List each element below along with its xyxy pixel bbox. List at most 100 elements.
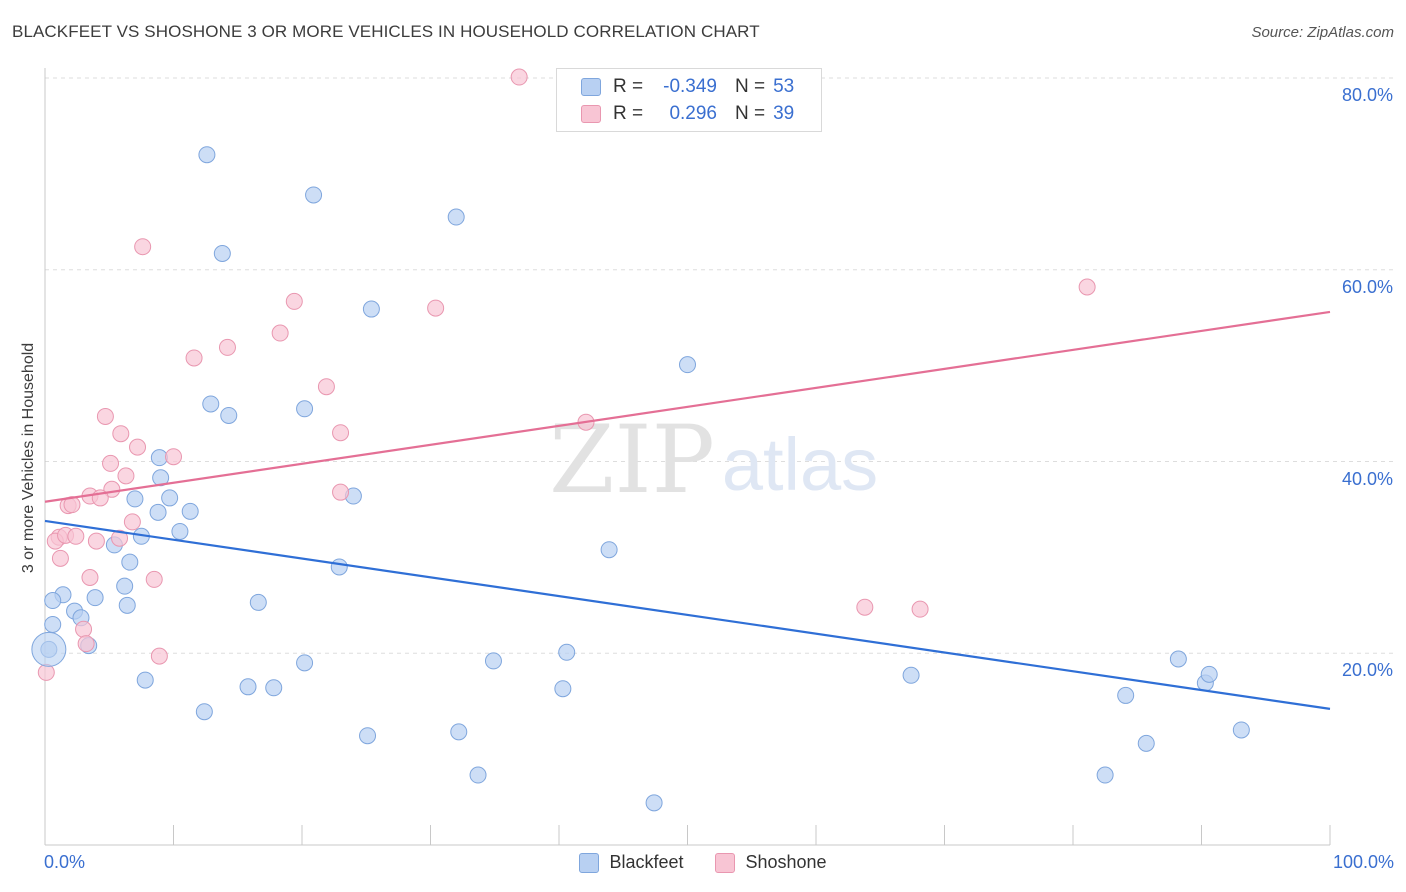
- blackfeet-point: [1137, 734, 1155, 752]
- blackfeet-point: [359, 727, 377, 745]
- shoshone-point: [165, 448, 182, 466]
- y-tick-label: 60.0%: [1341, 276, 1393, 297]
- y-tick-label: 40.0%: [1341, 468, 1393, 489]
- blackfeet-point: [220, 406, 238, 424]
- r-label: R =: [613, 76, 644, 97]
- n-value: 53: [773, 76, 795, 97]
- shoshone-point: [145, 570, 163, 588]
- blackfeet-point: [1200, 665, 1218, 683]
- blackfeet-swatch: [581, 78, 601, 96]
- blackfeet-point: [484, 652, 502, 670]
- watermark: ZIP atlas: [549, 406, 878, 515]
- blackfeet-point: [171, 522, 189, 540]
- blackfeet-point: [31, 631, 67, 667]
- stats-row-blackfeet: R = -0.349 N = 53: [581, 74, 794, 100]
- blackfeet-point: [902, 666, 920, 684]
- shoshone-point: [37, 663, 55, 681]
- blackfeet-point: [195, 703, 213, 721]
- shoshone-point: [67, 527, 85, 545]
- shoshone-point: [911, 600, 929, 618]
- blackfeet-point: [161, 489, 179, 507]
- shoshone-trend-line: [44, 310, 1331, 503]
- blackfeet-point: [86, 589, 104, 607]
- blackfeet-point: [447, 208, 465, 226]
- legend-label-blackfeet: Blackfeet: [609, 852, 684, 872]
- legend-label-shoshone: Shoshone: [745, 852, 827, 872]
- shoshone-point: [75, 620, 93, 638]
- blackfeet-point: [121, 553, 139, 571]
- shoshone-point: [81, 569, 99, 587]
- r-label: R =: [613, 103, 644, 124]
- blackfeet-point: [126, 490, 144, 508]
- shoshone-point: [117, 467, 135, 485]
- blackfeet-point: [249, 593, 267, 611]
- blackfeet-point: [469, 766, 487, 784]
- shoshone-point: [185, 349, 203, 367]
- shoshone-point: [77, 635, 95, 653]
- blackfeet-point: [116, 577, 134, 595]
- blackfeet-swatch: [579, 852, 600, 873]
- blackfeet-point: [181, 502, 199, 520]
- shoshone-point: [123, 513, 141, 531]
- shoshone-swatch: [715, 852, 736, 873]
- n-label: N =: [735, 103, 766, 124]
- shoshone-point: [112, 425, 130, 443]
- blackfeet-point: [362, 300, 380, 318]
- shoshone-point: [856, 598, 874, 616]
- blackfeet-point: [1232, 721, 1250, 739]
- shoshone-point: [271, 324, 289, 342]
- blackfeet-point: [44, 592, 62, 610]
- shoshone-point: [1078, 278, 1096, 296]
- legend-item-blackfeet[interactable]: Blackfeet: [579, 852, 683, 873]
- r-value: 0.296: [669, 103, 717, 124]
- source-label: Source: ZipAtlas.com: [1251, 24, 1394, 41]
- chart-title: BLACKFEET VS SHOSHONE 3 OR MORE VEHICLES…: [12, 22, 760, 41]
- shoshone-point: [51, 549, 69, 567]
- blackfeet-point: [202, 395, 220, 413]
- blackfeet-point: [152, 469, 170, 487]
- shoshone-point: [218, 338, 236, 356]
- blackfeet-point: [150, 449, 168, 467]
- y-tick-label: 80.0%: [1341, 85, 1393, 105]
- blackfeet-point: [558, 643, 576, 661]
- legend-item-shoshone[interactable]: Shoshone: [715, 852, 827, 873]
- blackfeet-point: [1096, 766, 1114, 784]
- x-tick-label: 100.0%: [1332, 852, 1394, 872]
- blackfeet-point: [44, 615, 62, 633]
- shoshone-point: [317, 378, 335, 396]
- shoshone-point: [150, 647, 168, 665]
- watermark-atlas: atlas: [722, 423, 878, 506]
- blackfeet-point: [554, 680, 572, 698]
- stats-row-shoshone: R = 0.296 N = 39: [581, 101, 794, 127]
- blackfeet-point: [198, 146, 216, 164]
- shoshone-point: [63, 496, 81, 514]
- blackfeet-point: [450, 723, 468, 741]
- blackfeet-point: [118, 596, 136, 614]
- blackfeet-point: [600, 541, 618, 559]
- shoshone-point: [87, 532, 105, 550]
- series-legend: Blackfeet Shoshone: [0, 852, 1406, 873]
- watermark-zip: ZIP: [549, 406, 715, 515]
- shoshone-point: [285, 292, 303, 310]
- blackfeet-point: [265, 679, 283, 697]
- shoshone-point: [129, 438, 147, 456]
- blackfeet-trend-line: [44, 519, 1331, 710]
- blackfeet-point: [645, 794, 663, 812]
- shoshone-point: [134, 238, 152, 256]
- blackfeet-point: [679, 356, 696, 374]
- blackfeet-point: [136, 671, 154, 689]
- blackfeet-point: [1169, 650, 1187, 668]
- blackfeet-point: [330, 558, 348, 576]
- shoshone-swatch: [581, 105, 601, 123]
- blackfeet-point: [239, 678, 257, 696]
- blackfeet-point: [296, 400, 314, 418]
- data-points: [31, 68, 1250, 812]
- grid-lines: [45, 77, 1393, 654]
- shoshone-point: [111, 529, 129, 547]
- blackfeet-point: [296, 654, 314, 672]
- r-value: -0.349: [663, 76, 717, 97]
- shoshone-point: [510, 68, 528, 86]
- stats-legend: R = -0.349 N = 53 R = 0.296 N = 39: [556, 68, 822, 132]
- n-value: 39: [773, 103, 795, 124]
